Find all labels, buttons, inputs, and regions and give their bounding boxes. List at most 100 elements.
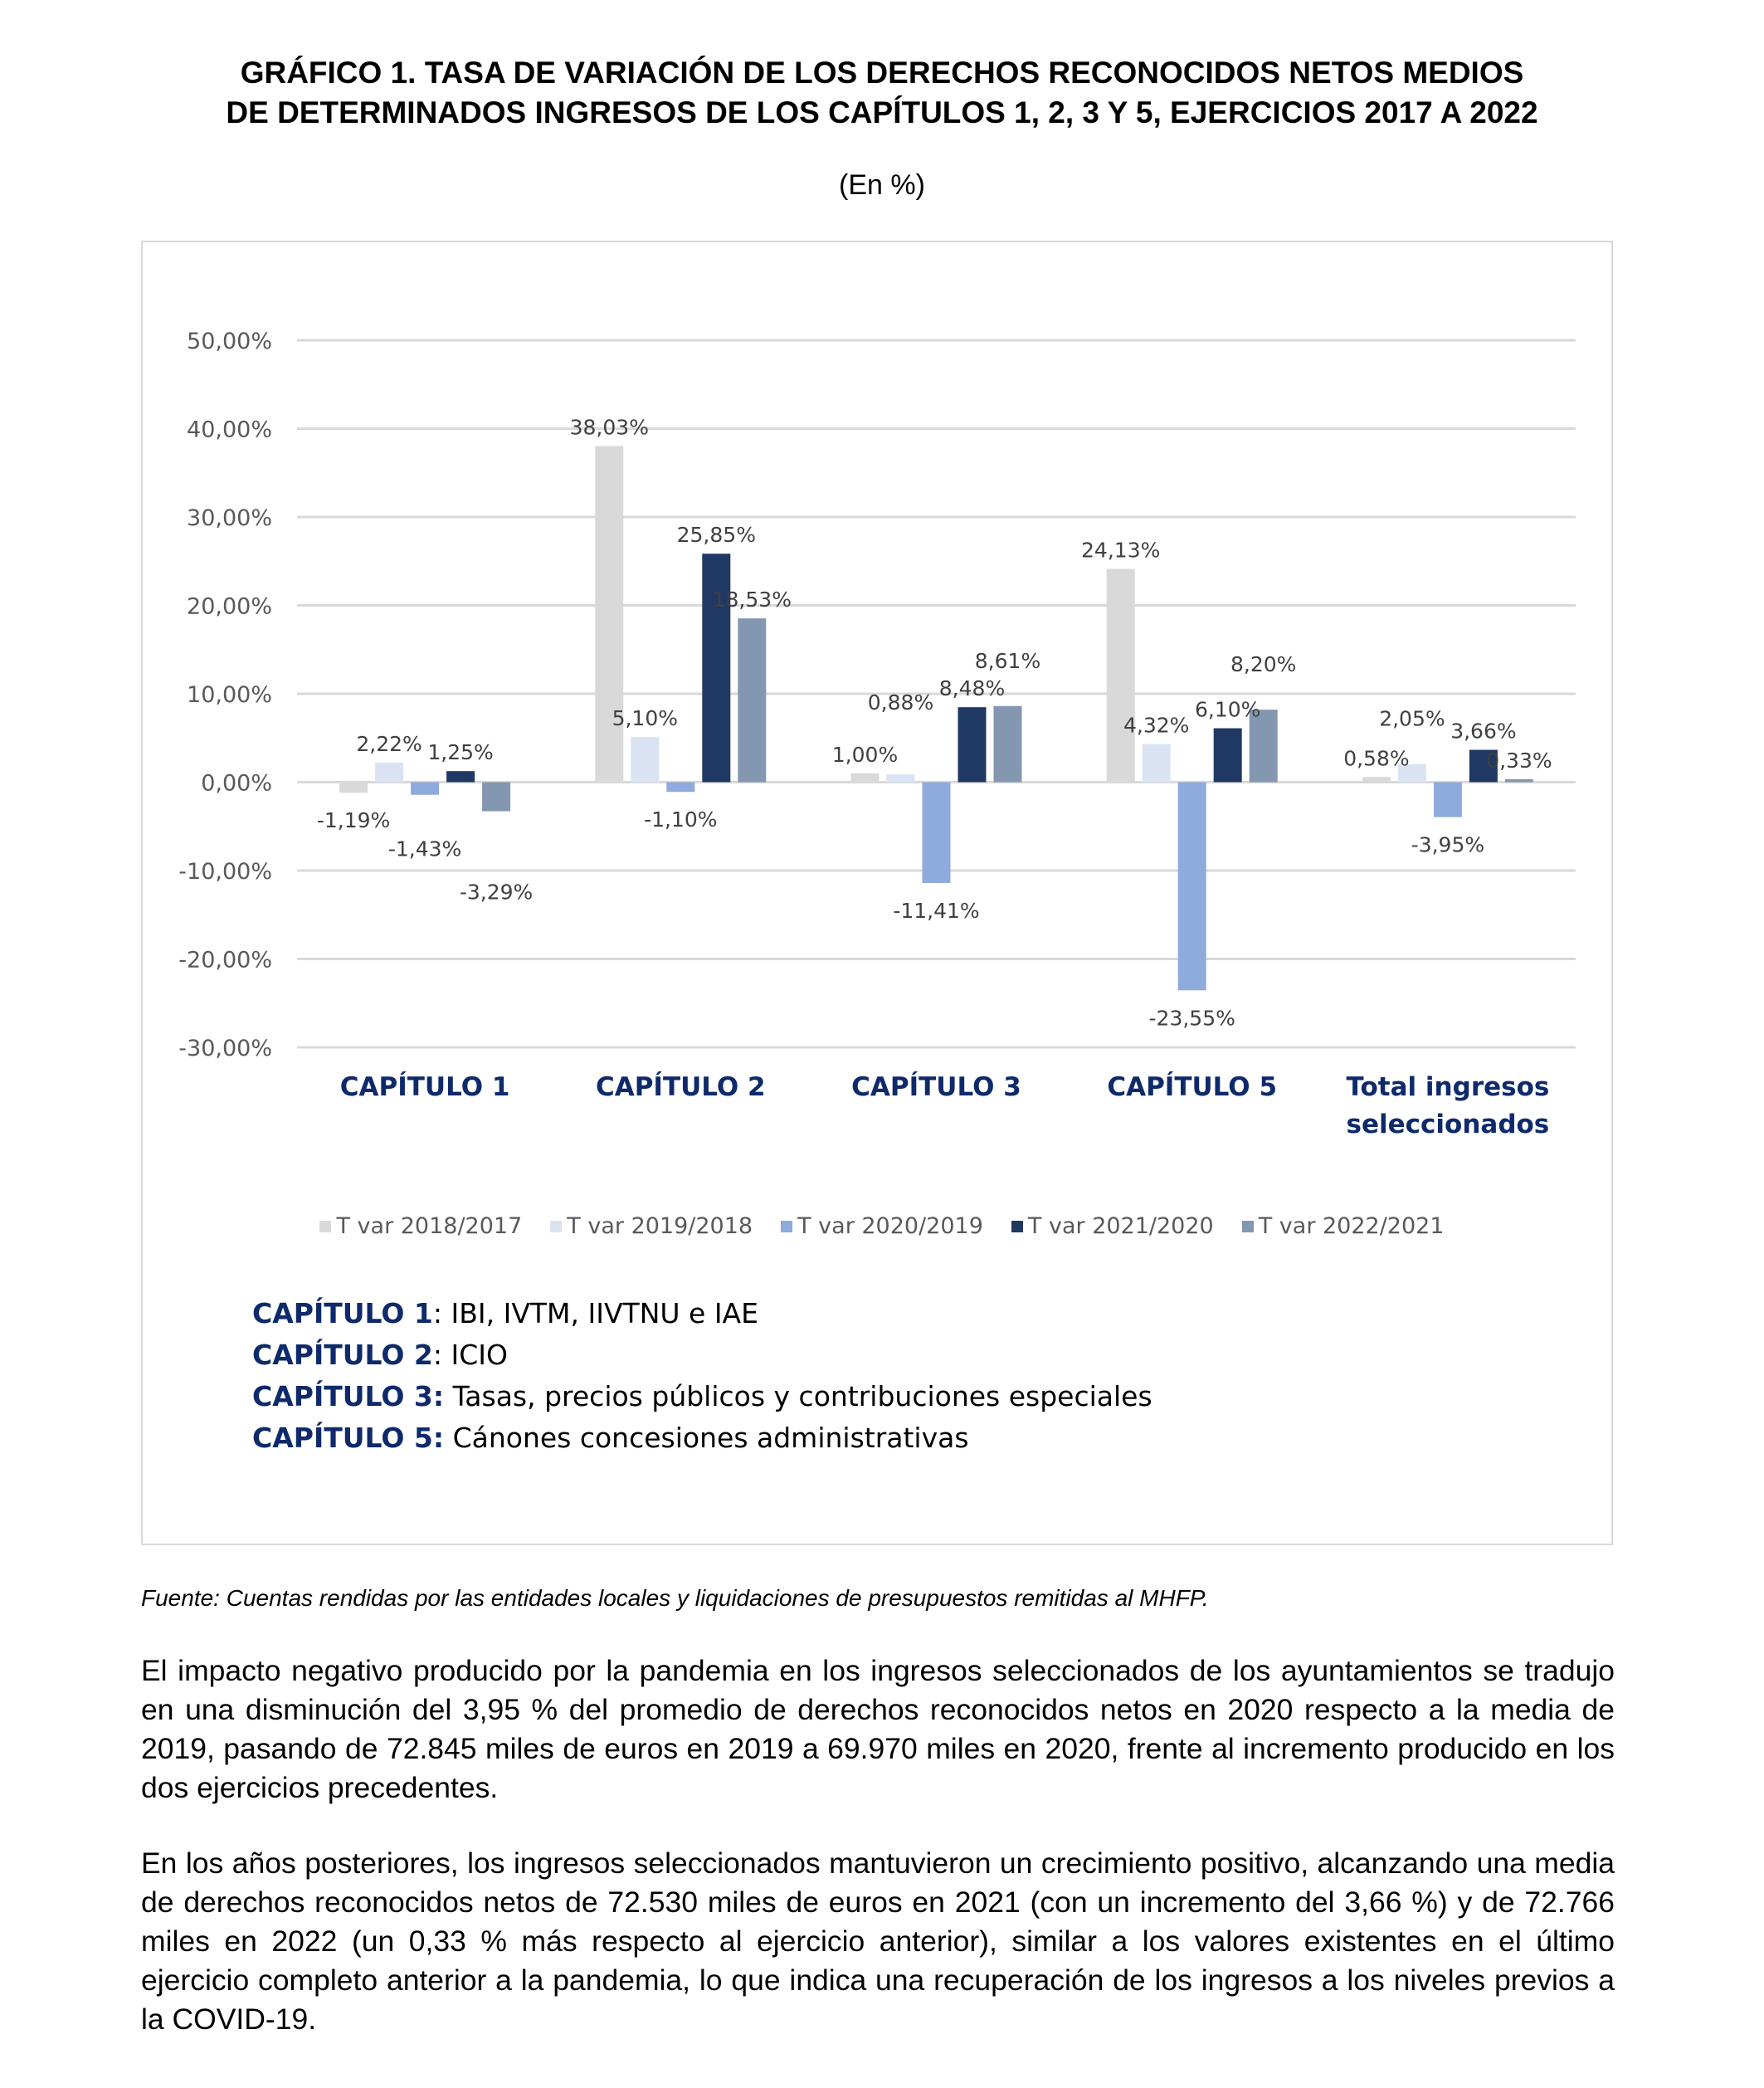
data-label: 2,22% — [356, 732, 422, 756]
x-category-label: CAPÍTULO 1 — [340, 1072, 510, 1102]
bar — [1177, 782, 1206, 991]
bar — [1249, 710, 1278, 783]
chapter-descriptions: CAPÍTULO 1: IBI, IVTM, IIVTNU e IAE CAPÍT… — [252, 1293, 1152, 1459]
y-tick-label: -20,00% — [178, 948, 272, 973]
bar — [446, 771, 475, 783]
y-tick-label: 0,00% — [201, 771, 272, 797]
data-label: 1,00% — [832, 743, 898, 767]
legend-label: T var 2020/2019 — [797, 1213, 983, 1239]
bar — [1433, 782, 1462, 817]
title-line-1: GRÁFICO 1. TASA DE VARIACIÓN DE LOS DERE… — [240, 56, 1524, 90]
legend-item: T var 2018/2017 — [319, 1213, 522, 1239]
legend-item: T var 2022/2021 — [1241, 1213, 1445, 1239]
data-label: -23,55% — [1149, 1006, 1235, 1030]
legend-item: T var 2021/2020 — [1011, 1213, 1214, 1239]
chapter-key: CAPÍTULO 3: — [252, 1380, 445, 1412]
data-label: 0,88% — [868, 690, 933, 715]
bar-chart: 50,00% 40,00% 30,00% 20,00% 10,00% 0,00% -10,0… — [178, 329, 1576, 1139]
data-label: 1,25% — [427, 740, 493, 764]
bar — [886, 774, 915, 783]
legend-label: T var 2021/2020 — [1027, 1213, 1214, 1239]
y-tick-label: 30,00% — [187, 505, 272, 531]
bar — [631, 737, 660, 783]
bar — [1213, 728, 1242, 783]
chapter-description: CAPÍTULO 1: IBI, IVTM, IIVTNU e IAE — [252, 1293, 1152, 1334]
bar — [375, 762, 404, 783]
bar — [702, 554, 731, 783]
chapter-key: CAPÍTULO 1 — [252, 1297, 433, 1329]
bar — [482, 782, 511, 812]
source-note: Fuente: Cuentas rendidas por las entidad… — [141, 1585, 1209, 1611]
data-label: 3,66% — [1450, 720, 1516, 744]
legend-swatch — [1011, 1220, 1023, 1232]
data-label: 25,85% — [677, 523, 756, 547]
data-label: 0,33% — [1486, 749, 1552, 773]
data-label: -1,19% — [317, 808, 390, 832]
chapter-text: : ICIO — [432, 1339, 508, 1371]
chapter-key: CAPÍTULO 2 — [252, 1339, 433, 1371]
data-label: 0,58% — [1343, 746, 1409, 770]
data-label: 18,53% — [713, 588, 792, 612]
bar — [922, 782, 951, 884]
chart-subtitle: (En %) — [839, 169, 925, 201]
bar — [993, 705, 1022, 783]
chapter-description: CAPÍTULO 5: Cánones concesiones administ… — [252, 1417, 1152, 1459]
y-tick-label: -30,00% — [178, 1036, 272, 1061]
legend-swatch — [550, 1220, 563, 1232]
x-category-label: Total ingresos — [1346, 1072, 1549, 1102]
legend-item: T var 2019/2018 — [550, 1213, 753, 1239]
bar — [1504, 778, 1533, 783]
chart-legend: T var 2018/2017 T var 2019/2018 T var 2020… — [0, 1213, 1764, 1239]
chart-frame — [141, 241, 1613, 1545]
chapter-description: CAPÍTULO 2: ICIO — [252, 1334, 1152, 1376]
data-label: -1,10% — [644, 807, 717, 832]
bar — [1469, 749, 1498, 783]
data-label: 8,48% — [939, 676, 1005, 700]
data-label: 2,05% — [1379, 707, 1445, 731]
chapter-key: CAPÍTULO 5: — [252, 1422, 445, 1454]
chapter-text: Tasas, precios públicos y contribuciones… — [444, 1380, 1152, 1412]
bar — [738, 618, 767, 783]
bar — [1106, 568, 1135, 783]
title-line-2: DE DETERMINADOS INGRESOS DE LOS CAPÍTULO… — [226, 95, 1538, 129]
data-label: 6,10% — [1195, 698, 1260, 722]
data-label: 4,32% — [1123, 713, 1189, 737]
data-label: 8,20% — [1230, 652, 1296, 676]
x-category-label: CAPÍTULO 2 — [596, 1072, 766, 1102]
bar — [1397, 763, 1426, 783]
legend-label: T var 2022/2021 — [1258, 1213, 1445, 1239]
bar — [595, 446, 624, 783]
data-label: 38,03% — [570, 415, 649, 439]
legend-swatch — [1241, 1220, 1254, 1232]
legend-swatch — [781, 1220, 793, 1232]
data-label: 8,61% — [975, 649, 1040, 673]
bar — [411, 782, 440, 795]
data-label: -3,95% — [1411, 833, 1484, 857]
data-label: -1,43% — [388, 837, 461, 861]
chapter-text: Cánones concesiones administrativas — [444, 1422, 969, 1454]
legend-label: T var 2019/2018 — [567, 1213, 753, 1239]
bar — [850, 773, 880, 783]
x-category-label: seleccionados — [1347, 1110, 1550, 1139]
legend-item: T var 2020/2019 — [781, 1213, 983, 1239]
legend-label: T var 2018/2017 — [336, 1213, 523, 1239]
y-tick-label: 50,00% — [187, 329, 272, 354]
bar — [666, 782, 695, 793]
data-label: 5,10% — [612, 706, 678, 730]
x-category-label: CAPÍTULO 3 — [851, 1072, 1021, 1102]
data-label: -3,29% — [460, 881, 533, 905]
legend-swatch — [319, 1220, 332, 1232]
y-tick-label: -10,00% — [178, 859, 272, 885]
y-tick-label: 20,00% — [187, 594, 272, 620]
data-label: -11,41% — [893, 899, 979, 923]
y-tick-label: 40,00% — [187, 417, 272, 443]
data-label: 24,13% — [1081, 539, 1160, 563]
bar — [1142, 744, 1171, 783]
x-category-label: CAPÍTULO 5 — [1107, 1072, 1277, 1102]
bar — [339, 782, 368, 793]
bar — [1362, 777, 1391, 783]
chart-title: GRÁFICO 1. TASA DE VARIACIÓN DE LOS DERE… — [0, 53, 1764, 133]
paragraph-1: El impacto negativo producido por la pan… — [141, 1654, 1615, 1804]
chapter-description: CAPÍTULO 3: Tasas, precios públicos y co… — [252, 1376, 1152, 1417]
y-tick-label: 10,00% — [187, 682, 272, 708]
